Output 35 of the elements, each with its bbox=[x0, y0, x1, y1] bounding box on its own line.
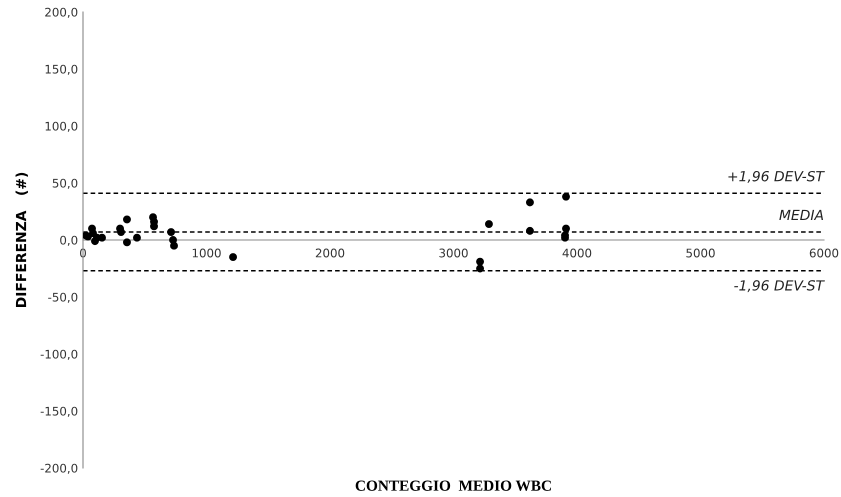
x-tick-label: 2000 bbox=[316, 248, 344, 258]
y-tick-label: 50,0 bbox=[52, 178, 78, 189]
y-tick-label: 150,0 bbox=[46, 64, 78, 75]
point bbox=[123, 216, 131, 224]
y-tick-label: -200,0 bbox=[40, 464, 78, 474]
y-tick-label: -150,0 bbox=[40, 406, 78, 417]
point bbox=[476, 264, 484, 272]
y-tick-label: 200,0 bbox=[45, 8, 78, 18]
ref-line-label: +1,96 DEV-ST bbox=[728, 170, 825, 183]
x-tick-label: 1000 bbox=[192, 248, 221, 258]
point bbox=[484, 220, 493, 228]
y-axis-title: DIFFERENZA (#) bbox=[16, 172, 28, 308]
ref-line-label: MEDIA bbox=[779, 210, 824, 220]
point bbox=[562, 224, 570, 233]
y-tick-label: -50,0 bbox=[48, 292, 78, 303]
point bbox=[167, 228, 176, 236]
point bbox=[117, 228, 125, 236]
point bbox=[526, 226, 534, 235]
x-axis-title: CONTEGGIO MEDIO WBC bbox=[356, 480, 551, 491]
point bbox=[229, 253, 238, 262]
y-tick-label: 100,0 bbox=[46, 122, 78, 132]
point bbox=[170, 242, 178, 250]
x-tick-label: 4000 bbox=[562, 248, 592, 258]
x-tick-label: 6000 bbox=[810, 248, 838, 258]
point bbox=[526, 198, 534, 206]
ref-line-label: -1,96 DEV-ST bbox=[734, 280, 825, 292]
y-tick-label: 0,0 bbox=[60, 236, 78, 246]
x-tick-label: 3000 bbox=[439, 248, 468, 258]
point bbox=[476, 258, 484, 266]
point bbox=[123, 238, 131, 246]
point bbox=[98, 234, 106, 242]
y-tick-label: -100,0 bbox=[40, 350, 78, 360]
point bbox=[562, 192, 570, 201]
x-tick-label: 5000 bbox=[686, 248, 715, 258]
point bbox=[133, 234, 141, 242]
